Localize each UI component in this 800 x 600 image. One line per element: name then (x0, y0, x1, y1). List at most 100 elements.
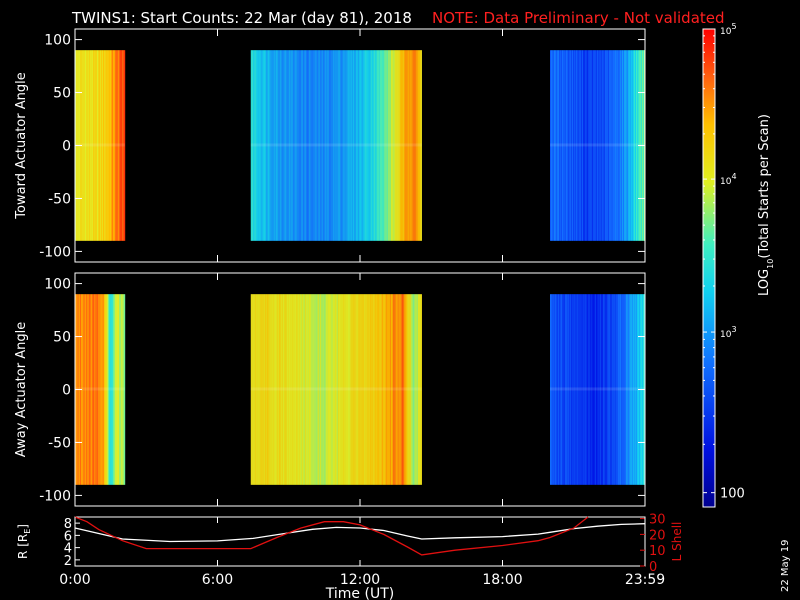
heatmap-column (355, 50, 357, 241)
colorbar-tick-label: 103 (720, 325, 737, 340)
heatmap-column (331, 294, 333, 485)
heatmap-column (290, 294, 292, 485)
heatmap-column (295, 294, 297, 485)
heatmap-column (637, 294, 639, 485)
heatmap-column (101, 294, 103, 485)
heatmap-column (349, 294, 351, 485)
heatmap-column (294, 50, 296, 241)
heatmap-column (557, 50, 559, 241)
heatmap-column (592, 50, 594, 241)
heatmap-column (408, 294, 410, 485)
data-segment (250, 50, 422, 241)
heatmap-column (369, 50, 371, 241)
heatmap-column (297, 294, 299, 485)
heatmap-column (383, 50, 385, 241)
heatmap-column (306, 294, 308, 485)
heatmap-column (273, 50, 275, 241)
zero-angle-stripe (250, 387, 422, 391)
heatmap-column (304, 50, 306, 241)
x-tick-label: 0:00 (59, 572, 90, 588)
heatmap-column (415, 294, 417, 485)
heatmap-column (103, 50, 105, 241)
heatmap-column (584, 50, 586, 241)
heatmap-column (251, 50, 253, 241)
heatmap-column (331, 50, 333, 241)
heatmap-column (630, 50, 632, 241)
heatmap-column (637, 50, 639, 241)
heatmap-column (620, 50, 622, 241)
heatmap-column (623, 50, 625, 241)
zero-angle-stripe (75, 143, 125, 147)
heatmap-column (88, 294, 90, 485)
heatmap-column (381, 50, 383, 241)
y-tick-label: 6 (64, 529, 72, 544)
heatmap-column (375, 294, 377, 485)
heatmap-column (326, 50, 328, 241)
heatmap-column (344, 50, 346, 241)
heatmap-column (379, 50, 381, 241)
heatmap-column (321, 50, 323, 241)
heatmap-column (363, 294, 365, 485)
heatmap-column (626, 50, 628, 241)
heatmap-column (276, 294, 278, 485)
heatmap-column (406, 50, 408, 241)
y-tick-label: 50 (53, 330, 71, 346)
heatmap-column (340, 50, 342, 241)
heatmap-column (256, 294, 258, 485)
heatmap-column (93, 294, 95, 485)
heatmap-column (562, 50, 564, 241)
heatmap-column (385, 50, 387, 241)
heatmap-column (90, 294, 92, 485)
heatmap-column (261, 50, 263, 241)
heatmap-column (558, 50, 560, 241)
y-tick-label: 100 (44, 277, 71, 293)
heatmap-column (351, 294, 353, 485)
heatmap-column (414, 294, 416, 485)
heatmap-column (316, 294, 318, 485)
heatmap-column (122, 294, 124, 485)
heatmap-column (612, 294, 614, 485)
heatmap-column (622, 50, 624, 241)
heatmap-column (120, 294, 122, 485)
heatmap-column (632, 50, 634, 241)
heatmap-column (635, 294, 637, 485)
heatmap-column (87, 50, 89, 241)
heatmap-column (260, 50, 262, 241)
heatmap-column (112, 50, 114, 241)
heatmap-column (90, 50, 92, 241)
heatmap-column (391, 50, 393, 241)
heatmap-column (294, 294, 296, 485)
heatmap-column (563, 50, 565, 241)
heatmap-column (313, 294, 315, 485)
heatmap-column (315, 294, 317, 485)
heatmap-column (292, 294, 294, 485)
heatmap-column (327, 294, 329, 485)
heatmap-column (574, 294, 576, 485)
heatmap-column (410, 294, 412, 485)
heatmap-column (374, 294, 376, 485)
heatmap-column (377, 294, 379, 485)
heatmap-column (283, 50, 285, 241)
heatmap-column (579, 50, 581, 241)
heatmap-column (367, 294, 369, 485)
x-tick-label: 23:59 (625, 572, 665, 588)
heatmap-column (263, 50, 265, 241)
heatmap-column (592, 294, 594, 485)
heatmap-column (120, 50, 122, 241)
heatmap-column (572, 50, 574, 241)
heatmap-column (339, 294, 341, 485)
heatmap-column (566, 50, 568, 241)
heatmap-column (258, 294, 260, 485)
heatmap-column (300, 294, 302, 485)
heatmap-column (253, 294, 255, 485)
heatmap-column (328, 50, 330, 241)
heatmap-column (404, 294, 406, 485)
heatmap-column (289, 294, 291, 485)
heatmap-column (605, 50, 607, 241)
heatmap-column (301, 50, 303, 241)
heatmap-column (564, 294, 566, 485)
heatmap-column (402, 294, 404, 485)
heatmap-column (599, 294, 601, 485)
heatmap-column (409, 50, 411, 241)
data-segment (550, 50, 646, 241)
